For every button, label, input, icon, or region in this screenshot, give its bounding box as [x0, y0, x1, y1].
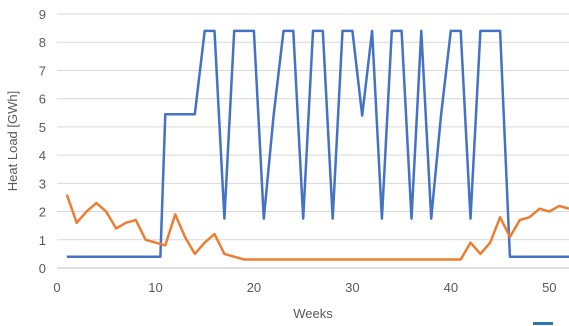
y-tick-label: 3: [39, 176, 46, 191]
y-tick-labels: 0 1 2 3 4 5 6 7 8 9: [39, 7, 46, 276]
y-tick-label: 8: [39, 35, 46, 50]
corner-mark: [533, 322, 553, 325]
series-line-2: [65, 194, 569, 261]
x-axis-title: Weeks: [293, 306, 333, 321]
series-line-1: [66, 29, 569, 258]
y-tick-label: 4: [39, 148, 46, 163]
y-tick-label: 9: [39, 7, 46, 22]
x-tick-label: 50: [542, 280, 556, 295]
x-tick-label: 40: [444, 280, 458, 295]
y-tick-label: 0: [39, 261, 46, 276]
y-tick-label: 2: [39, 205, 46, 220]
x-tick-label: 0: [53, 280, 60, 295]
y-tick-label: 1: [39, 233, 46, 248]
x-tick-label: 20: [247, 280, 261, 295]
y-tick-label: 7: [39, 63, 46, 78]
x-tick-label: 30: [345, 280, 359, 295]
y-tick-label: 5: [39, 120, 46, 135]
y-axis-title: Heat Load [GWh]: [5, 91, 20, 191]
x-tick-labels: 0 10 20 30 40 50: [53, 280, 556, 295]
y-tick-label: 6: [39, 92, 46, 107]
series-lines: [65, 29, 569, 261]
x-tick-label: 10: [148, 280, 162, 295]
